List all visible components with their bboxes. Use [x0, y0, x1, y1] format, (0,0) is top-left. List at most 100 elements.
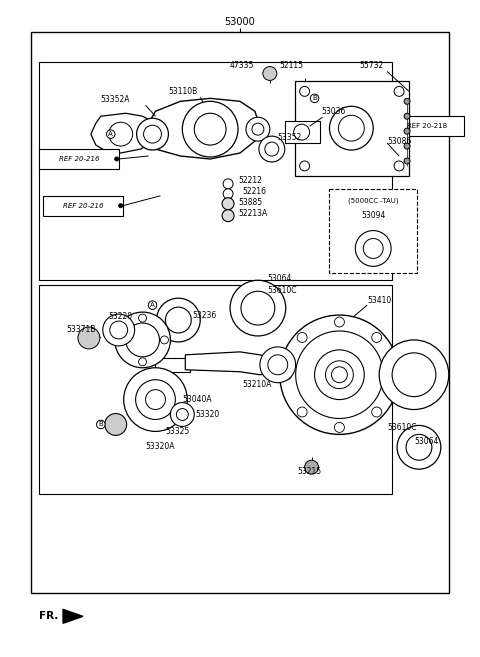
Bar — [39, 149, 119, 169]
Text: 53036: 53036 — [322, 107, 346, 116]
Circle shape — [222, 210, 234, 221]
Text: A: A — [108, 131, 113, 137]
Circle shape — [144, 125, 161, 143]
Circle shape — [223, 189, 233, 199]
Circle shape — [117, 336, 125, 344]
Circle shape — [300, 87, 310, 97]
Circle shape — [294, 124, 310, 140]
Circle shape — [182, 101, 238, 157]
Polygon shape — [63, 609, 83, 623]
Text: A: A — [150, 302, 155, 308]
Text: REF 20-218: REF 20-218 — [407, 123, 447, 129]
Circle shape — [394, 161, 404, 171]
Text: 53215: 53215 — [298, 466, 322, 476]
Circle shape — [160, 336, 168, 344]
Bar — [329, 189, 417, 273]
Text: 52213A: 52213A — [238, 209, 267, 218]
Circle shape — [280, 315, 399, 434]
Text: 53236: 53236 — [192, 311, 216, 319]
Text: 53371B: 53371B — [66, 325, 96, 334]
Circle shape — [305, 461, 319, 474]
Circle shape — [335, 317, 344, 327]
Circle shape — [137, 118, 168, 150]
Bar — [31, 32, 449, 593]
Text: 53064: 53064 — [268, 274, 292, 283]
Circle shape — [126, 323, 159, 357]
Text: 53210A: 53210A — [242, 380, 271, 389]
Text: 53352A: 53352A — [101, 95, 130, 104]
Text: 53064: 53064 — [414, 437, 438, 446]
Circle shape — [109, 122, 132, 146]
Circle shape — [115, 157, 119, 161]
Text: REF 20-216: REF 20-216 — [59, 156, 99, 162]
Polygon shape — [185, 352, 282, 374]
Text: 53320A: 53320A — [145, 442, 175, 451]
Circle shape — [119, 204, 123, 208]
Bar — [43, 196, 123, 215]
Circle shape — [259, 136, 285, 162]
Circle shape — [241, 291, 275, 325]
Text: 53220: 53220 — [109, 311, 133, 321]
Circle shape — [329, 106, 373, 150]
Text: 52115: 52115 — [280, 61, 304, 70]
Polygon shape — [145, 99, 260, 159]
Circle shape — [338, 115, 364, 141]
Circle shape — [296, 331, 383, 419]
Circle shape — [282, 370, 292, 380]
Circle shape — [404, 158, 410, 164]
Circle shape — [194, 113, 226, 145]
Circle shape — [223, 179, 233, 189]
Bar — [389, 116, 464, 136]
Text: 55732: 55732 — [360, 61, 384, 70]
Circle shape — [263, 66, 277, 80]
Bar — [39, 285, 392, 494]
Circle shape — [355, 231, 391, 266]
Circle shape — [115, 312, 170, 368]
Circle shape — [404, 99, 410, 104]
Circle shape — [145, 390, 166, 409]
Text: 53000: 53000 — [225, 17, 255, 27]
Circle shape — [397, 426, 441, 469]
Circle shape — [404, 128, 410, 134]
Text: 53094: 53094 — [361, 211, 385, 220]
Circle shape — [78, 327, 100, 349]
Circle shape — [170, 403, 194, 426]
Circle shape — [166, 307, 192, 333]
Circle shape — [297, 407, 307, 417]
Bar — [285, 121, 320, 143]
Text: 53086: 53086 — [387, 137, 411, 146]
Circle shape — [379, 340, 449, 409]
Circle shape — [230, 281, 286, 336]
Circle shape — [387, 370, 397, 380]
Circle shape — [268, 355, 288, 374]
Text: B: B — [312, 95, 317, 101]
Bar — [295, 81, 409, 176]
Circle shape — [325, 361, 353, 389]
Text: 52212: 52212 — [238, 176, 262, 185]
Circle shape — [136, 380, 175, 419]
Text: REF 20-216: REF 20-216 — [63, 203, 103, 209]
Text: 53110B: 53110B — [168, 87, 198, 96]
Circle shape — [139, 358, 146, 366]
Circle shape — [156, 298, 200, 342]
Circle shape — [105, 413, 127, 436]
Circle shape — [176, 409, 188, 420]
Text: 52216: 52216 — [242, 187, 266, 196]
Text: 53610C: 53610C — [268, 286, 297, 295]
Circle shape — [246, 117, 270, 141]
Circle shape — [300, 161, 310, 171]
Text: 47335: 47335 — [230, 61, 254, 70]
Circle shape — [124, 368, 187, 432]
Circle shape — [372, 407, 382, 417]
Text: 53352: 53352 — [278, 133, 302, 142]
Circle shape — [404, 143, 410, 149]
Polygon shape — [91, 113, 158, 153]
Circle shape — [103, 314, 134, 346]
Circle shape — [139, 314, 146, 322]
Bar — [39, 62, 392, 281]
Circle shape — [222, 198, 234, 210]
Text: 53325: 53325 — [166, 427, 190, 436]
Bar — [156, 358, 190, 372]
Circle shape — [265, 142, 279, 156]
Text: 53320: 53320 — [195, 410, 219, 419]
